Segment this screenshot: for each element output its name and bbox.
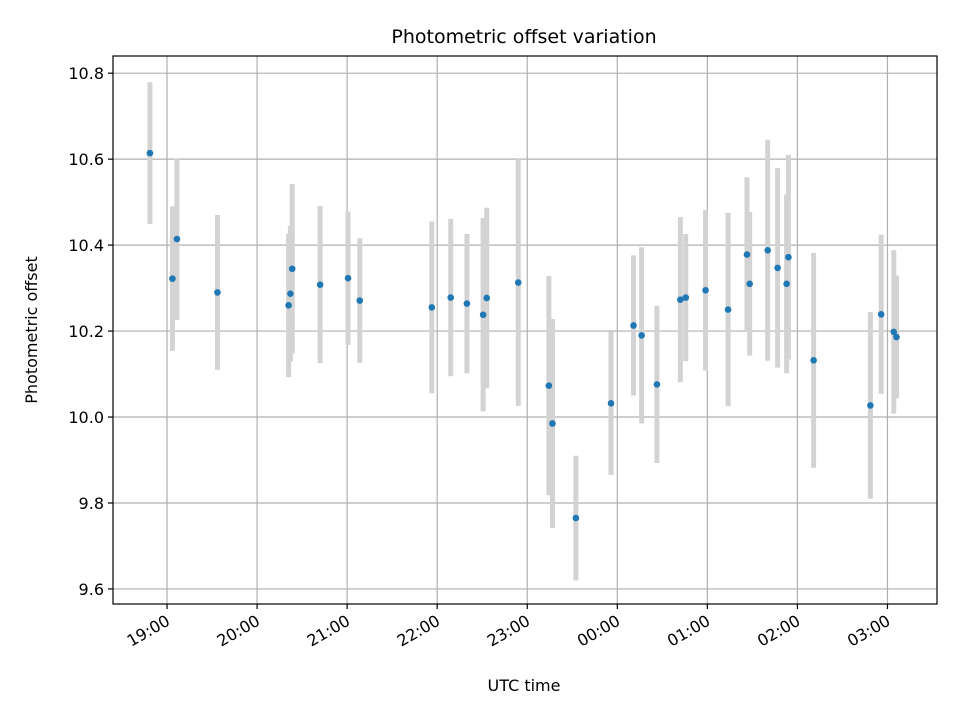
data-point [893,333,900,341]
data-point [890,328,898,336]
data-point [638,332,645,339]
data-point [146,149,154,157]
data-point [607,399,615,407]
x-axis-label: UTC time [488,676,561,695]
data-point [677,296,684,303]
data-point [545,382,553,389]
data-point [724,306,732,313]
data-point [653,381,661,388]
data-point [169,275,176,282]
data-point [287,290,294,297]
y-tick-label: 10.0 [68,408,104,427]
data-point [214,289,221,296]
data-point [746,280,753,288]
y-tick-label: 9.6 [79,580,104,599]
data-point [479,311,487,319]
y-tick-label: 10.4 [68,236,104,255]
y-axis-ticks: 9.6 9.8 10.0 10.2 10.4 10.6 10.8 [68,64,113,599]
data-point [810,357,817,364]
y-tick-label: 9.8 [79,494,104,513]
data-point [630,322,637,329]
data-point [702,286,709,294]
data-point [764,246,771,254]
y-tick-label: 10.6 [68,150,104,169]
chart-title: Photometric offset variation [391,26,656,48]
data-point [447,294,455,301]
data-point [483,294,491,302]
data-point [877,311,885,318]
data-point [316,281,324,288]
y-axis-label: Photometric offset [22,256,41,404]
data-point [572,514,580,522]
data-point [774,264,781,272]
data-point [356,297,364,304]
y-tick-label: 10.8 [68,64,104,83]
data-point [743,251,751,258]
data-point [514,279,522,286]
data-point [173,235,181,243]
data-point [867,402,874,409]
data-point [428,304,436,311]
data-point [285,301,292,309]
plot-frame [112,55,938,605]
data-point [783,280,790,288]
data-point [785,253,792,261]
y-tick-label: 10.2 [68,322,104,341]
data-point [344,274,352,282]
data-point [549,420,556,427]
data-point [463,300,471,307]
data-points [146,149,900,522]
data-point [682,294,690,301]
data-point [288,265,296,273]
